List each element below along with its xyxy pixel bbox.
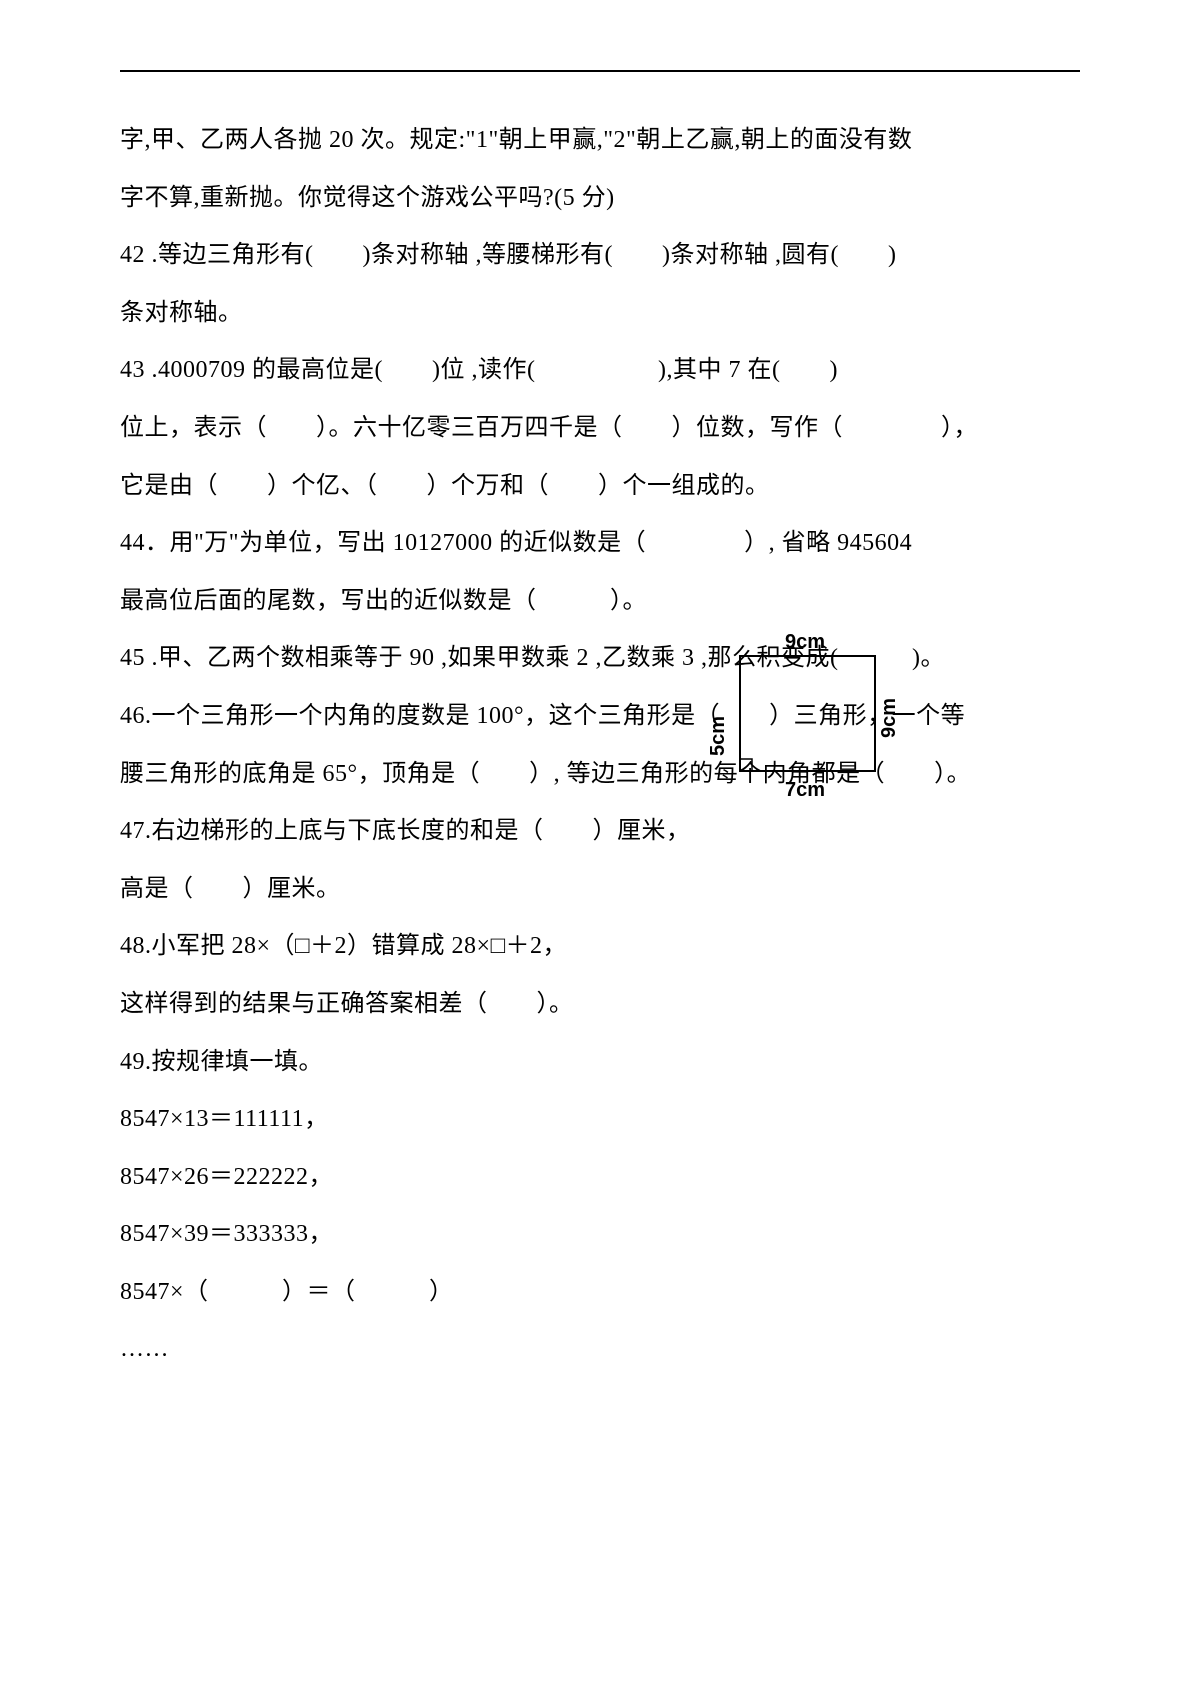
q49-line2: 8547×13＝111111， bbox=[120, 1091, 1080, 1149]
q43-line3: 它是由（ ）个亿、（ ）个万和（ ）个一组成的。 bbox=[120, 458, 1080, 516]
label-right: 9cm bbox=[878, 698, 900, 738]
right-angle-icon bbox=[740, 759, 752, 771]
q49-line3: 8547×26＝222222， bbox=[120, 1149, 1080, 1207]
q48-line2: 这样得到的结果与正确答案相差（ ）。 bbox=[120, 976, 1080, 1034]
top-rule bbox=[120, 70, 1080, 72]
q47-line2: 高是（ ）厘米。 bbox=[120, 861, 1080, 919]
trapezoid-figure: 9cm 9cm 5cm 7cm bbox=[700, 636, 960, 806]
q42-line2: 条对称轴。 bbox=[120, 285, 1080, 343]
trapezoid-svg: 9cm 9cm 5cm 7cm bbox=[700, 636, 960, 806]
q44-line1: 44．用"万"为单位，写出 10127000 的近似数是（ ）, 省略 9456… bbox=[120, 515, 1080, 573]
label-left: 5cm bbox=[707, 716, 729, 756]
q41-line2: 字不算,重新抛。你觉得这个游戏公平吗?(5 分) bbox=[120, 170, 1080, 228]
label-top: 9cm bbox=[785, 631, 825, 653]
q49-line4: 8547×39＝333333， bbox=[120, 1206, 1080, 1264]
q49-line5: 8547×（ ）＝（ ） bbox=[120, 1264, 1080, 1322]
q44-line2: 最高位后面的尾数，写出的近似数是（ ）。 bbox=[120, 573, 1080, 631]
q49-line1: 49.按规律填一填。 bbox=[120, 1034, 1080, 1092]
q41-line1: 字,甲、乙两人各抛 20 次。规定:"1"朝上甲赢,"2"朝上乙赢,朝上的面没有… bbox=[120, 112, 1080, 170]
q48-line1: 48.小军把 28×（□＋2）错算成 28×□＋2， bbox=[120, 918, 1080, 976]
label-bottom: 7cm bbox=[785, 779, 825, 801]
q42-line1: 42 .等边三角形有( )条对称轴 ,等腰梯形有( )条对称轴 ,圆有( ) bbox=[120, 227, 1080, 285]
q49-line6: …… bbox=[120, 1321, 1080, 1379]
page: 字,甲、乙两人各抛 20 次。规定:"1"朝上甲赢,"2"朝上乙赢,朝上的面没有… bbox=[0, 0, 1200, 1696]
q43-line2: 位上，表示（ ）。六十亿零三百万四千是（ ）位数，写作（ ）， bbox=[120, 400, 1080, 458]
q43-line1: 43 .4000709 的最高位是( )位 ,读作( ),其中 7 在( ) bbox=[120, 342, 1080, 400]
trapezoid-shape bbox=[740, 656, 875, 771]
q47-line1: 47.右边梯形的上底与下底长度的和是（ ）厘米， bbox=[120, 803, 1080, 861]
